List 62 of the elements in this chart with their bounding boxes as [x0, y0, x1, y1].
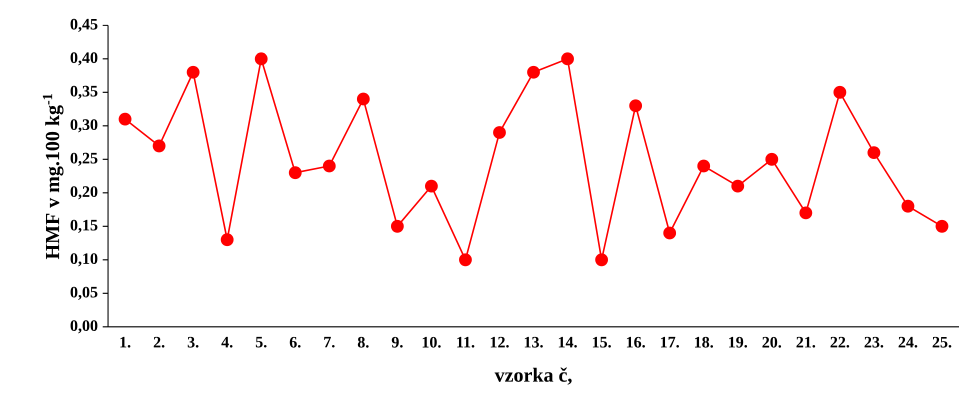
y-tick-label: 0,10 [70, 253, 98, 266]
point [663, 226, 676, 240]
x-tick-label: 11. [457, 336, 474, 348]
point [936, 220, 948, 233]
point [799, 206, 812, 220]
x-tick-label: 17. [660, 336, 679, 348]
x-tick-label: 2. [154, 336, 164, 348]
x-tick-label: 8. [358, 336, 369, 348]
point [356, 92, 370, 106]
x-tick-label: 23. [864, 336, 884, 348]
point [629, 99, 642, 112]
point [390, 220, 404, 233]
x-axis-title: vzorka č, [494, 367, 572, 385]
x-tick-label: 16. [626, 336, 645, 348]
x-tick-label: 18. [694, 336, 714, 348]
point [254, 52, 268, 66]
x-tick-label: 10. [422, 336, 441, 348]
point [902, 200, 914, 213]
y-axis-title: HMF v mg.100 kg$^{-1}$ [42, 94, 64, 260]
x-tick-label: 4. [221, 336, 232, 348]
point [697, 160, 710, 172]
y-tick-label: 0,45 [70, 18, 98, 32]
x-tick-label: 20. [762, 336, 782, 348]
x-tick-label: 25. [932, 336, 952, 348]
x-tick-label: 19. [729, 336, 748, 348]
x-tick-label: 14. [558, 336, 577, 348]
point [561, 52, 574, 66]
x-tick-label: 1. [120, 336, 130, 348]
point [288, 166, 302, 180]
point [731, 180, 744, 192]
point [459, 253, 472, 266]
x-tick-label: 15. [592, 336, 611, 348]
point [186, 66, 200, 79]
x-tick-label: 24. [898, 336, 918, 348]
x-tick-label: 7. [324, 336, 335, 348]
y-tick-label: 0,00 [70, 320, 98, 334]
x-tick-label: 9. [392, 336, 403, 348]
point [322, 160, 336, 172]
y-tick-label: 0,30 [70, 119, 98, 132]
y-tick-label: 0,15 [70, 220, 98, 233]
point [493, 126, 506, 139]
y-tick-label: 0,35 [70, 86, 98, 99]
x-tick-label: 12. [490, 336, 509, 348]
point [425, 180, 438, 192]
x-tick-label: 6. [290, 336, 301, 348]
x-tick-label: 5. [256, 336, 267, 348]
x-tick-label: 13. [524, 336, 543, 348]
point [833, 86, 846, 99]
point [220, 233, 234, 246]
point [152, 139, 166, 152]
x-tick-label: 3. [188, 336, 198, 348]
y-tick-label: 0,05 [70, 286, 98, 300]
point [595, 253, 608, 266]
point [765, 152, 778, 166]
x-tick-label: 21. [796, 336, 816, 348]
point [118, 112, 132, 126]
y-tick-label: 0,40 [70, 52, 98, 66]
y-tick-label: 0,25 [70, 152, 98, 166]
x-tick-label: 22. [830, 336, 850, 348]
point [868, 146, 880, 159]
point [527, 66, 540, 79]
y-tick-label: 0,20 [70, 186, 98, 200]
